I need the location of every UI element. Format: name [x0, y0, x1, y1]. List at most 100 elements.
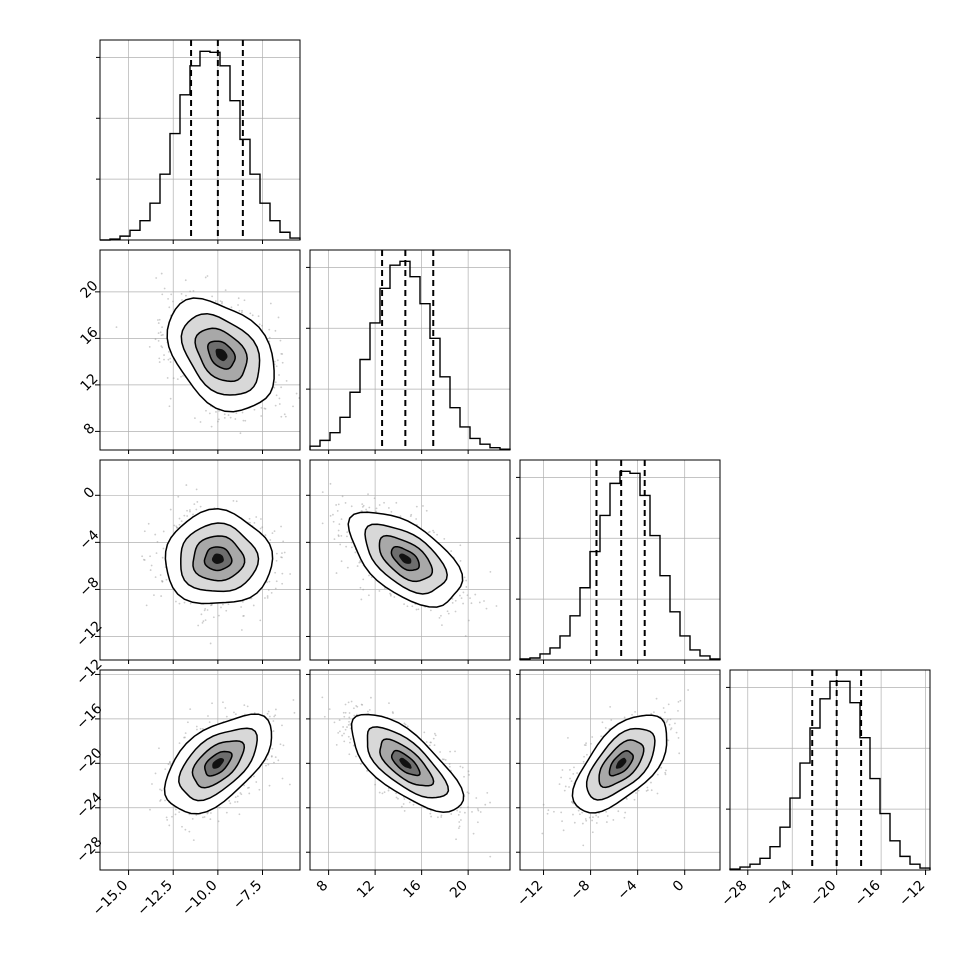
scatter-point	[161, 333, 164, 336]
scatter-point	[279, 339, 282, 342]
scatter-point	[348, 716, 351, 719]
scatter-point	[180, 520, 183, 523]
scatter-point	[169, 397, 172, 400]
scatter-point	[266, 758, 269, 761]
scatter-point	[141, 555, 144, 558]
scatter-point	[204, 619, 207, 622]
scatter-point	[158, 318, 161, 321]
scatter-point	[208, 721, 211, 724]
scatter-point	[160, 272, 163, 275]
scatter-point	[274, 404, 277, 407]
scatter-point	[362, 578, 365, 581]
scatter-point	[440, 816, 443, 818]
scatter-point	[240, 629, 243, 631]
scatter-point	[230, 306, 233, 309]
scatter-point	[415, 608, 418, 611]
scatter-point	[353, 714, 356, 717]
scatter-point	[332, 513, 334, 516]
scatter-point	[281, 361, 284, 364]
scatter-point	[425, 509, 428, 512]
scatter-point	[374, 783, 377, 786]
density-contour	[399, 553, 412, 564]
scatter-point	[228, 800, 231, 802]
scatter-point	[475, 797, 478, 799]
scatter-point	[211, 295, 214, 298]
scatter-point	[280, 386, 283, 389]
scatter-point	[329, 514, 332, 517]
scatter-point	[440, 814, 443, 817]
scatter-point	[321, 522, 324, 525]
scatter-point	[162, 547, 165, 550]
scatter-point	[450, 813, 453, 815]
scatter-point	[333, 538, 336, 540]
scatter-point	[247, 787, 249, 789]
scatter-point	[356, 565, 359, 567]
scatter-point	[168, 306, 171, 309]
scatter-point	[338, 523, 341, 526]
scatter-point	[348, 720, 350, 723]
scatter-point	[346, 726, 348, 728]
scatter-point	[264, 597, 266, 599]
scatter-point	[163, 287, 166, 290]
scatter-point	[237, 304, 239, 306]
scatter-point	[346, 531, 349, 534]
scatter-point	[246, 705, 249, 708]
scatter-point	[158, 357, 161, 360]
scatter-point	[165, 578, 168, 581]
scatter-point	[253, 775, 255, 778]
scatter-point	[465, 586, 468, 588]
scatter-point	[197, 624, 200, 627]
scatter-point	[189, 602, 192, 605]
scatter-point	[430, 741, 432, 744]
scatter-point	[368, 574, 370, 577]
scatter-point	[664, 773, 667, 776]
scatter-point	[399, 515, 402, 517]
scatter-point	[333, 721, 336, 724]
scatter-point	[339, 543, 342, 546]
scatter-point	[281, 724, 283, 727]
scatter-point	[272, 720, 275, 722]
pair-content	[310, 460, 510, 660]
scatter-point	[335, 743, 338, 746]
scatter-point	[248, 517, 251, 520]
scatter-point	[336, 510, 339, 512]
scatter-point	[248, 792, 251, 795]
scatter-point	[203, 609, 206, 612]
scatter-point	[250, 597, 253, 600]
scatter-point	[168, 405, 171, 408]
scatter-point	[280, 415, 283, 418]
density-contour	[399, 757, 412, 769]
scatter-point	[281, 582, 284, 585]
scatter-point	[260, 518, 262, 520]
scatter-point	[189, 708, 192, 711]
scatter-point	[476, 821, 479, 824]
scatter-point	[211, 702, 213, 705]
scatter-point	[269, 302, 272, 305]
scatter-point	[157, 332, 160, 335]
scatter-point	[332, 520, 335, 523]
scatter-point	[166, 819, 169, 821]
scatter-point	[219, 300, 222, 303]
histogram-panel-0	[96, 39, 301, 241]
scatter-point	[451, 601, 454, 604]
scatter-point	[395, 792, 397, 795]
scatter-point	[235, 412, 238, 415]
scatter-point	[391, 711, 394, 713]
scatter-point	[349, 741, 351, 744]
scatter-point	[149, 569, 152, 571]
scatter-point	[176, 526, 179, 529]
scatter-point	[249, 521, 251, 524]
scatter-point	[266, 596, 269, 599]
scatter-point	[229, 416, 232, 419]
scatter-point	[167, 358, 170, 361]
scatter-point	[440, 614, 442, 617]
scatter-point	[352, 744, 355, 747]
scatter-point	[154, 338, 157, 341]
scatter-point	[281, 777, 284, 780]
scatter-point	[283, 413, 286, 416]
scatter-point	[454, 750, 456, 753]
scatter-point	[359, 763, 362, 765]
scatter-point	[395, 501, 398, 504]
scatter-point	[423, 731, 426, 734]
scatter-point	[281, 556, 283, 559]
